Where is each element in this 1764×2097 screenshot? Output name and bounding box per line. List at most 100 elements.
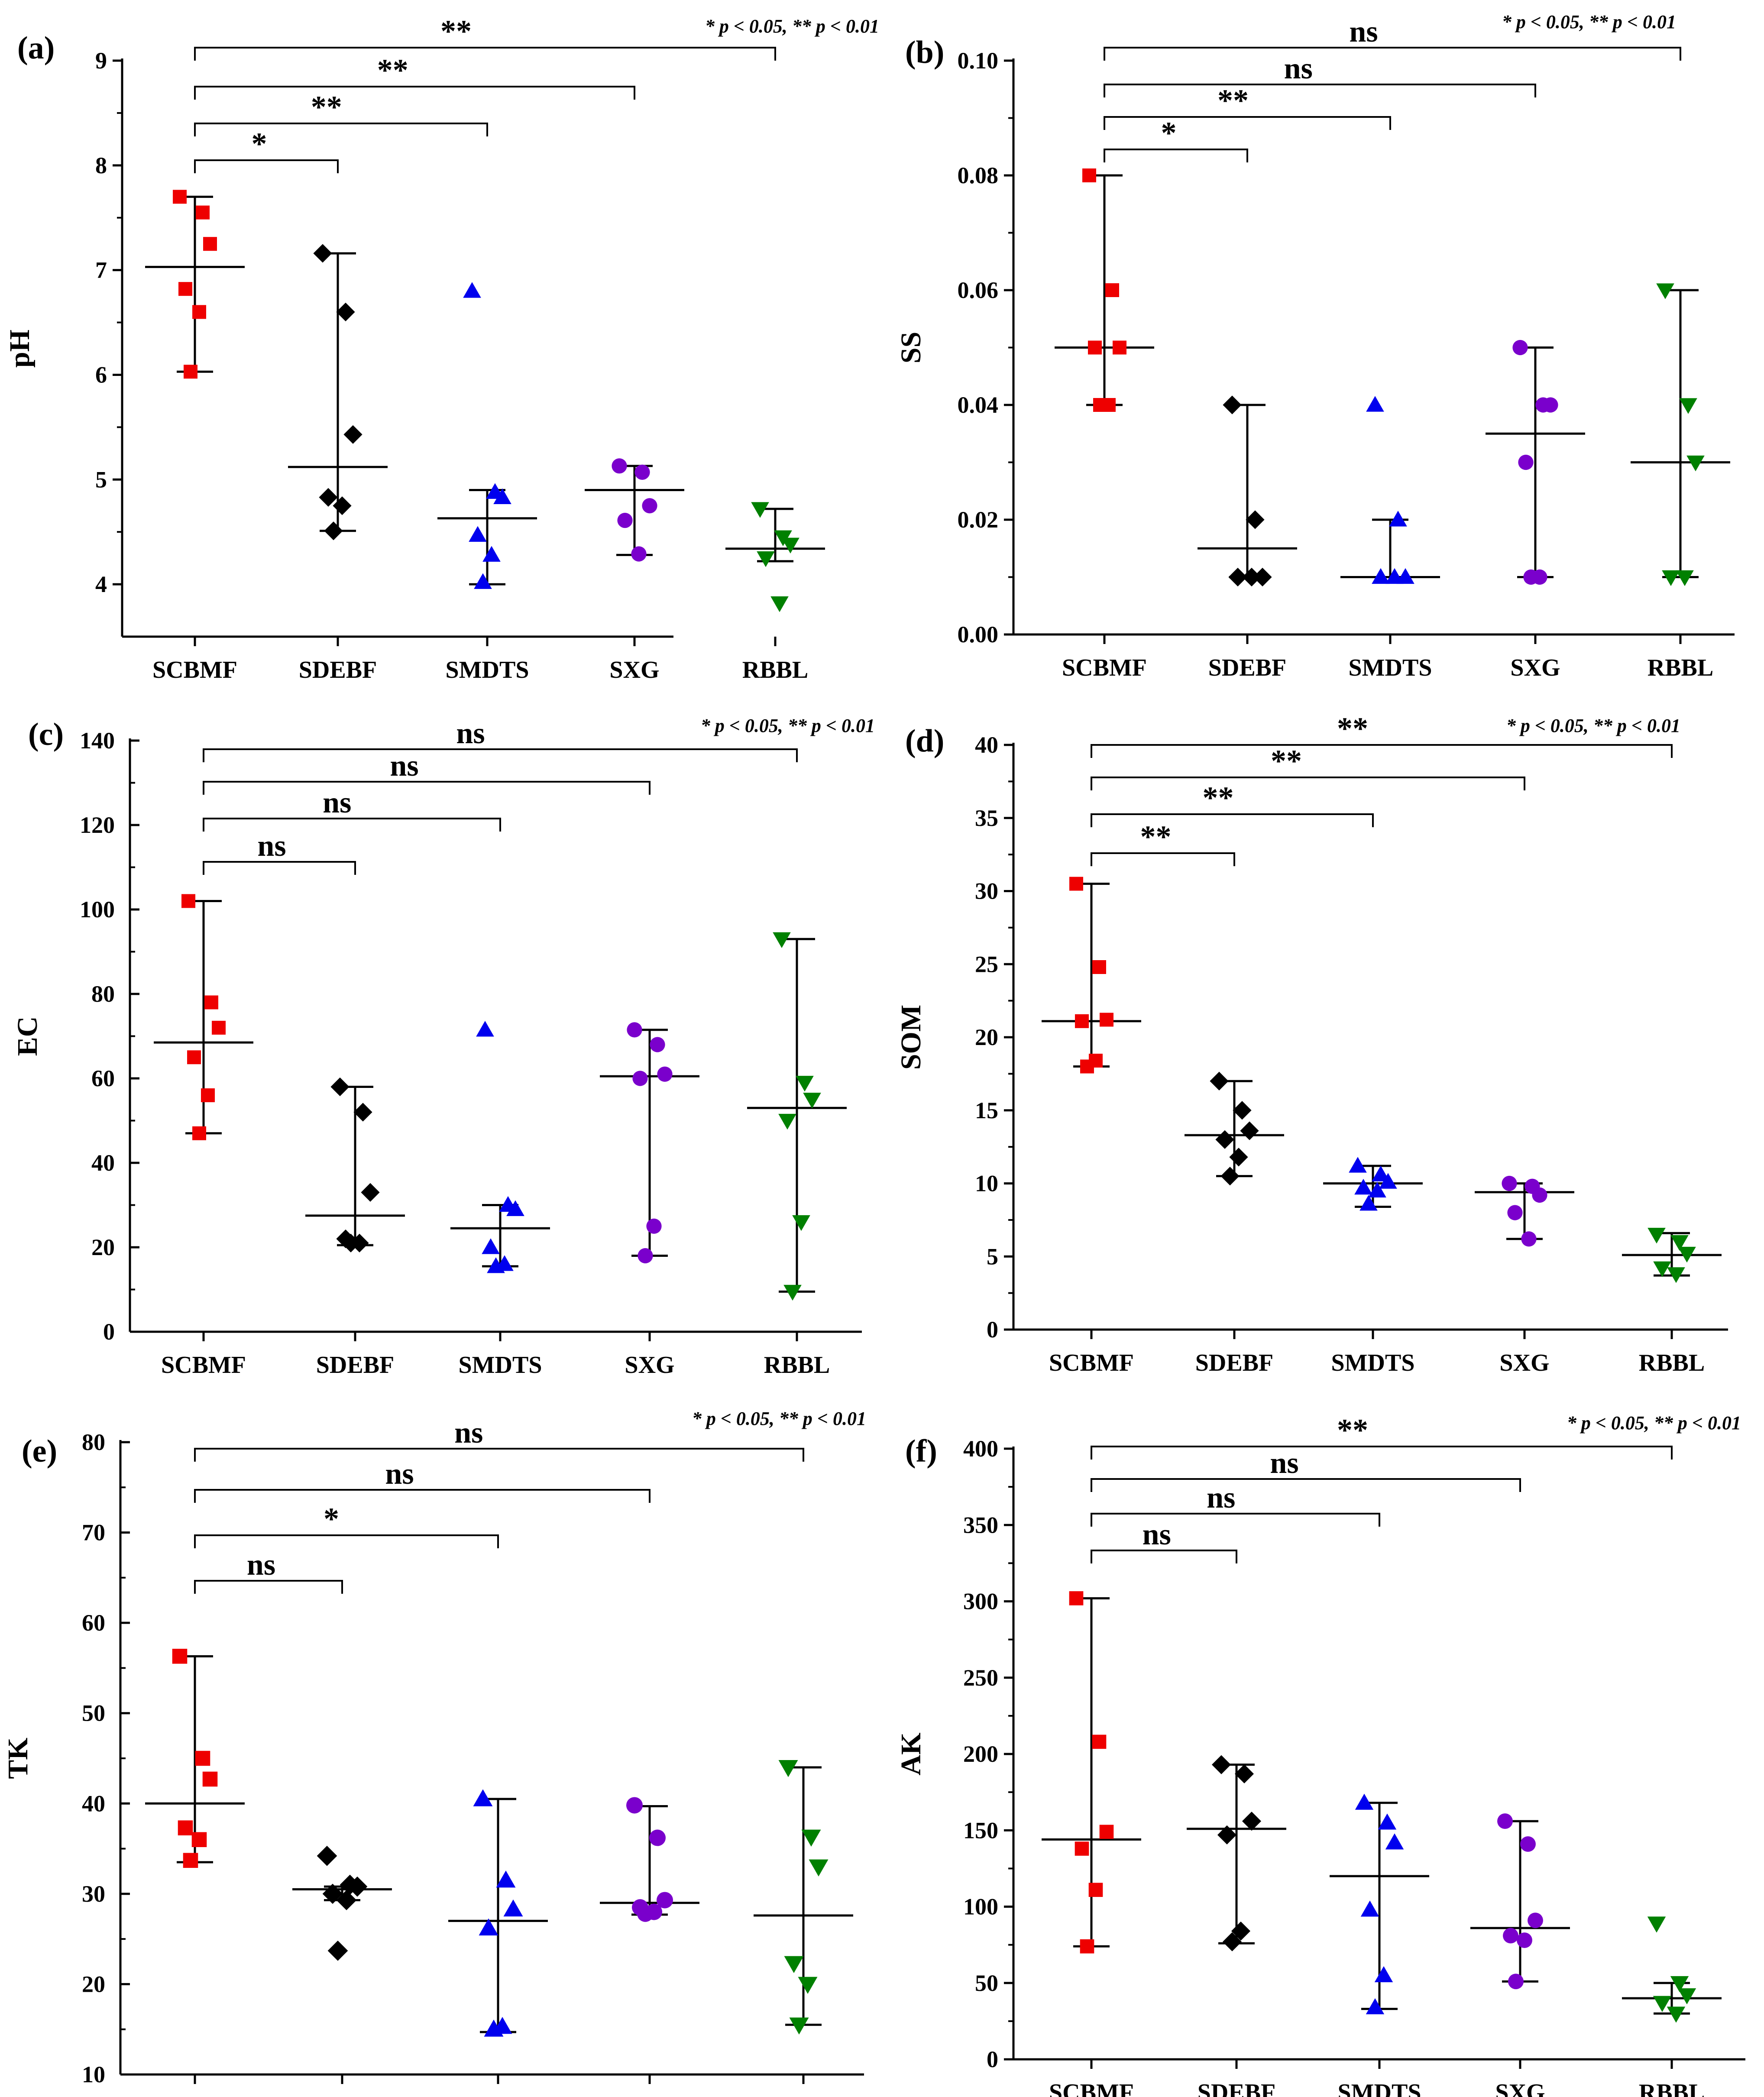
data-point-sxg: [637, 1905, 654, 1922]
data-point-rbbl: [770, 596, 789, 612]
p-legend-double: ** p < 0.01: [788, 715, 875, 736]
data-point-sxg: [1543, 397, 1558, 413]
data-point-sdebf: [1240, 1121, 1259, 1140]
data-point-scbmf: [1069, 877, 1083, 891]
data-point-rbbl: [1676, 570, 1694, 586]
data-point-smdts: [476, 1021, 494, 1037]
significance-label: **: [440, 14, 472, 49]
significance-bracket: [1104, 47, 1681, 61]
y-tick-label: 0.06: [958, 277, 999, 303]
data-point-sdebf: [1229, 1148, 1248, 1167]
data-point-rbbl: [801, 1829, 821, 1847]
p-value-legend: * p < 0.05, ** p < 0.01: [1567, 1412, 1741, 1434]
panel-label: (d): [905, 723, 944, 759]
significance-bracket: [1091, 1513, 1380, 1527]
significance-label: **: [1217, 83, 1249, 118]
data-point-rbbl: [1653, 1996, 1672, 2012]
x-tick-label: RBBL: [1639, 2079, 1705, 2097]
y-axis-title: AK: [895, 1733, 927, 1776]
p-legend-single: * p < 0.05,: [1502, 11, 1589, 32]
data-point-rbbl: [1667, 1267, 1685, 1283]
significance-label: **: [1140, 819, 1172, 854]
x-tick-label: SDEBF: [1208, 654, 1287, 681]
data-point-sdebf: [1211, 1755, 1231, 1774]
data-point-sdebf: [1231, 1921, 1251, 1941]
y-tick-label: 5: [987, 1243, 998, 1269]
data-point-rbbl: [1667, 2006, 1686, 2023]
panel-d: 0 5 10 15 20 25 30 35 40 SOM (d) SCBMF SDEBF SMDTS SXG…: [895, 711, 1728, 1376]
data-point-scbmf: [1113, 340, 1126, 355]
data-point-scbmf: [195, 1751, 210, 1766]
data-point-sxg: [656, 1892, 673, 1909]
y-tick-label: 80: [82, 1429, 105, 1455]
data-point-scbmf: [1080, 1059, 1094, 1074]
data-point-rbbl: [778, 1113, 796, 1130]
p-legend-double: ** p < 0.01: [1593, 715, 1680, 736]
data-point-rbbl: [757, 551, 775, 567]
y-tick-label: 0: [987, 2046, 998, 2072]
x-tick-label: RBBL: [1647, 654, 1714, 681]
data-point-smdts: [493, 488, 511, 504]
data-point-smdts: [1379, 1173, 1397, 1189]
data-point-rbbl: [781, 537, 799, 553]
x-tick-label: RBBL: [742, 657, 809, 683]
significance-bracket: [194, 159, 339, 173]
y-tick-label: 0.08: [958, 162, 999, 188]
y-tick-label: 0: [103, 1319, 115, 1345]
data-point-scbmf: [1075, 1841, 1089, 1856]
y-tick-label: 80: [91, 981, 115, 1007]
p-value-legend: * p < 0.05, ** p < 0.01: [692, 1408, 866, 1429]
p-value-legend: * p < 0.05, ** p < 0.01: [705, 16, 879, 37]
significance-bracket: [1091, 744, 1673, 758]
y-tick-label: 30: [975, 878, 998, 904]
data-point-sdebf: [333, 496, 352, 515]
data-point-smdts: [1359, 1194, 1378, 1211]
data-point-rbbl: [1670, 1235, 1689, 1251]
data-point-scbmf: [1100, 1013, 1113, 1027]
y-tick-label: 8: [95, 152, 107, 178]
p-legend-double: ** p < 0.01: [792, 16, 879, 37]
data-point-sxg: [1521, 1231, 1537, 1247]
data-point-rbbl: [1653, 1261, 1671, 1278]
data-point-rbbl: [1678, 1246, 1696, 1263]
significance-bracket: [203, 748, 798, 762]
data-point-rbbl: [789, 2017, 809, 2035]
data-point-scbmf: [1099, 1825, 1114, 1839]
data-point-smdts: [1366, 396, 1384, 412]
data-point-sdebf: [1210, 1071, 1229, 1091]
data-point-scbmf: [196, 205, 210, 220]
significance-label: *: [1161, 116, 1177, 150]
y-tick-label: 0.00: [958, 621, 999, 647]
p-value-legend: * p < 0.05, ** p < 0.01: [1506, 715, 1680, 736]
x-tick-label: SXG: [625, 1352, 674, 1379]
x-tick-label: RBBL: [764, 1352, 830, 1379]
data-point-sxg: [1520, 1836, 1536, 1852]
x-tick-label: SCBMF: [152, 2094, 237, 2097]
p-value-legend: * p < 0.05, ** p < 0.01: [701, 715, 875, 736]
data-point-rbbl: [1670, 1976, 1689, 1992]
data-point-rbbl: [803, 1093, 821, 1109]
significance-label: ns: [257, 829, 286, 863]
x-tick-label: SXG: [1510, 654, 1560, 681]
significance-bracket: [1091, 1550, 1237, 1563]
x-tick-label: SCBMF: [161, 1352, 246, 1379]
data-point-smdts: [1374, 1966, 1393, 1983]
p-value-legend: * p < 0.05, ** p < 0.01: [1502, 11, 1676, 32]
significance-label: ns: [456, 717, 485, 750]
x-tick-label: RBBL: [1639, 1349, 1705, 1376]
data-point-sdebf: [1228, 567, 1247, 587]
data-point-smdts: [496, 1870, 516, 1888]
p-legend-double: ** p < 0.01: [1654, 1412, 1741, 1434]
data-point-scbmf: [192, 1126, 206, 1140]
data-point-scbmf: [187, 1050, 201, 1065]
x-tick-label: SXG: [609, 657, 659, 683]
data-point-scbmf: [1088, 1883, 1103, 1897]
p-legend-single: * p < 0.05,: [1567, 1412, 1654, 1434]
y-tick-label: 15: [975, 1097, 998, 1123]
significance-bracket: [1091, 777, 1525, 790]
data-point-smdts: [1372, 1165, 1390, 1181]
panel-c: 0 20 40 60 80 100 120 140 EC (c) SCBMF SDEBF SMDTS SX…: [12, 715, 875, 1379]
y-tick-label: 250: [963, 1665, 998, 1691]
data-point-rbbl: [1647, 1228, 1666, 1244]
significance-label: ns: [1349, 15, 1378, 49]
